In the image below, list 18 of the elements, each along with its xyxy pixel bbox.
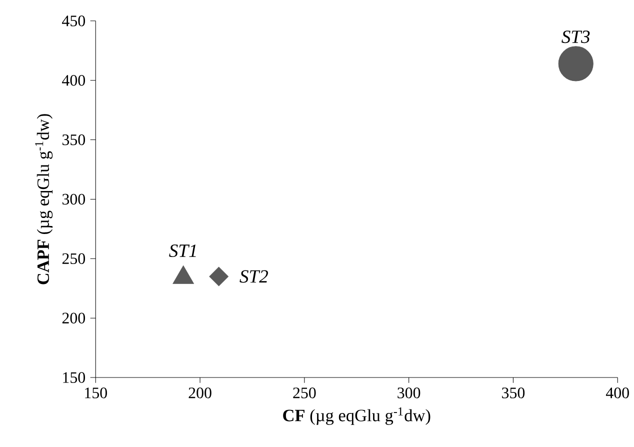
- x-axis-title: CF (µg eqGlu g$^{-1}$dw): [283, 407, 430, 425]
- series-label: ST1: [169, 244, 196, 257]
- y-tick-label: 350: [62, 134, 86, 146]
- y-axis-title: CAPF (µg eqGlu g$^{-1}$dw): [35, 114, 53, 284]
- x-tick-label: 300: [398, 387, 420, 398]
- y-tick-label: 400: [62, 74, 86, 86]
- y-tick-label: 250: [62, 253, 86, 264]
- y-tick-label: 300: [62, 194, 86, 204]
- x-tick-label: 150: [85, 387, 107, 398]
- x-tick-label: 200: [188, 387, 212, 398]
- y-tick-label: 450: [62, 15, 86, 26]
- y-tick-label: 200: [62, 312, 86, 324]
- x-tick-label: 350: [502, 387, 525, 398]
- y-tick-label: 150: [63, 372, 86, 383]
- series-label: ST2: [240, 270, 268, 283]
- x-tick-label: 400: [606, 387, 629, 398]
- series-label: ST3: [562, 30, 590, 43]
- x-tick-label: 250: [293, 387, 316, 398]
